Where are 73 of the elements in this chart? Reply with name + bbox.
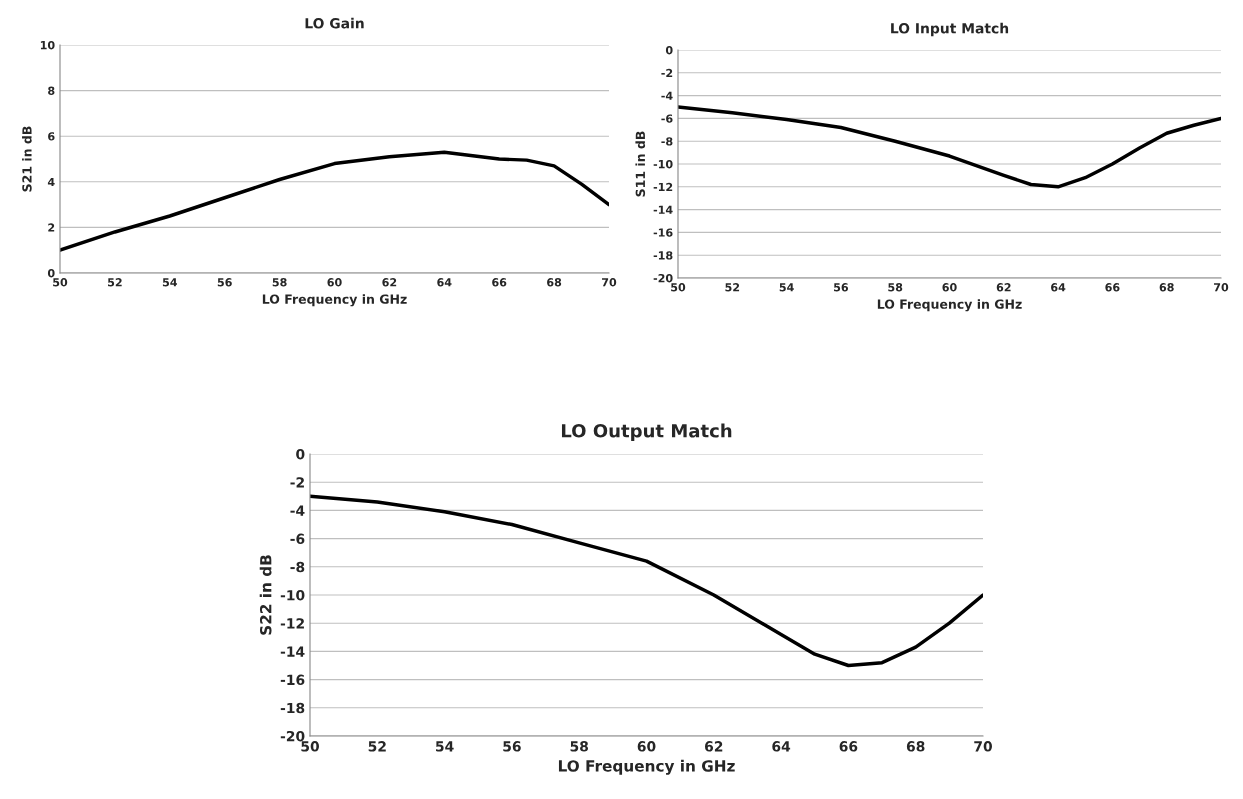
x-tick-label: 54: [436, 741, 454, 752]
x-tick-label: 54: [779, 283, 794, 292]
y-tick-label: 4: [47, 177, 55, 187]
y-tick-label: -16: [280, 674, 305, 686]
y-axis-title: S21 in dB: [22, 126, 32, 192]
line-series: [678, 105, 1221, 189]
y-tick-label: -2: [661, 68, 673, 78]
y-tick-label: -18: [653, 251, 673, 260]
x-tick-label: 52: [108, 278, 122, 287]
x-tick-label: 56: [217, 278, 232, 287]
x-tick-label: 70: [1214, 283, 1229, 292]
y-axis-title: S22 in dB: [259, 555, 272, 635]
y-tick-label: -20: [653, 273, 673, 283]
chart-title: LO Gain: [305, 17, 364, 29]
x-tick-label: 70: [602, 278, 617, 287]
x-tick-label: 64: [1051, 283, 1066, 292]
y-tick-label: -6: [661, 114, 673, 123]
x-tick-label: 68: [1159, 283, 1174, 292]
line-series: [60, 150, 609, 252]
y-tick-label: -8: [661, 137, 673, 146]
y-tick-label: -18: [280, 702, 305, 714]
x-tick-label: 62: [996, 283, 1011, 292]
y-tick-label: -6: [290, 533, 305, 545]
x-tick-label: 50: [53, 278, 68, 287]
chart-title: LO Output Match: [561, 423, 732, 442]
y-tick-label: -20: [280, 730, 305, 742]
x-tick-label: 56: [834, 283, 849, 292]
y-tick-label: -4: [661, 91, 673, 100]
y-tick-label: -12: [653, 182, 673, 192]
x-tick-label: 60: [637, 741, 656, 752]
y-tick-label: -10: [653, 159, 673, 169]
line-series: [310, 494, 983, 668]
x-tick-label: 66: [492, 278, 507, 287]
y-tick-label: -16: [653, 228, 673, 237]
y-tick-label: 10: [40, 40, 55, 50]
y-tick-label: -4: [290, 505, 305, 516]
chart-title: LO Input Match: [891, 22, 1009, 37]
x-tick-label: 66: [839, 741, 858, 752]
x-tick-label: 66: [1105, 283, 1120, 292]
x-tick-label: 58: [570, 741, 588, 752]
y-tick-label: -14: [280, 646, 305, 657]
y-tick-label: 2: [48, 223, 55, 232]
x-tick-label: 58: [888, 283, 903, 292]
x-tick-label: 62: [705, 741, 723, 752]
y-tick-label: -2: [290, 477, 304, 488]
y-tick-label: 0: [665, 45, 673, 55]
x-tick-label: 60: [327, 278, 342, 287]
x-tick-label: 64: [772, 741, 791, 752]
x-axis-title: LO Frequency in GHz: [558, 759, 735, 775]
x-tick-label: 50: [301, 741, 319, 752]
x-tick-label: 52: [368, 741, 386, 752]
x-tick-label: 56: [503, 741, 521, 752]
y-tick-label: -8: [290, 561, 305, 573]
y-tick-label: 6: [48, 132, 55, 141]
x-tick-label: 58: [272, 278, 287, 287]
x-tick-label: 68: [906, 741, 925, 752]
x-tick-label: 50: [671, 283, 686, 292]
y-tick-label: 8: [48, 86, 55, 95]
y-tick-label: -14: [653, 205, 673, 214]
x-tick-label: 68: [547, 278, 562, 287]
x-tick-label: 52: [725, 283, 740, 292]
x-tick-label: 62: [382, 278, 397, 287]
x-tick-label: 70: [974, 741, 992, 752]
y-tick-label: -10: [280, 589, 305, 601]
x-tick-label: 54: [162, 278, 178, 287]
y-tick-label: 0: [47, 268, 55, 278]
x-axis-title: LO Frequency in GHz: [262, 294, 407, 307]
x-tick-label: 60: [942, 283, 957, 292]
y-tick-label: 0: [296, 448, 305, 460]
y-axis-title: S11 in dB: [635, 131, 646, 197]
y-tick-label: -12: [280, 618, 304, 629]
x-tick-label: 64: [437, 278, 452, 287]
x-axis-title: LO Frequency in GHz: [877, 299, 1022, 312]
